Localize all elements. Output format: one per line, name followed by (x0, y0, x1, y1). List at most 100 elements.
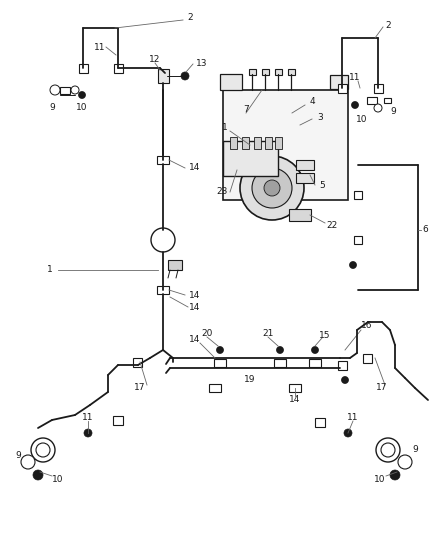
Text: 4: 4 (309, 98, 315, 107)
Bar (354, 191, 362, 199)
Bar (254, 137, 261, 149)
Text: 10: 10 (76, 102, 88, 111)
Text: 2: 2 (187, 13, 193, 22)
Circle shape (36, 443, 50, 457)
Text: 1: 1 (222, 124, 228, 133)
Bar (157, 286, 169, 294)
Bar (374, 84, 382, 93)
Text: 5: 5 (319, 181, 325, 190)
Circle shape (151, 228, 175, 252)
Bar (209, 384, 221, 392)
Circle shape (78, 92, 85, 99)
Bar (287, 69, 294, 75)
Bar (289, 384, 301, 392)
Text: 9: 9 (412, 446, 418, 455)
Bar (315, 417, 325, 426)
Circle shape (342, 376, 349, 384)
Text: 12: 12 (149, 55, 161, 64)
Bar (289, 209, 311, 221)
Bar (261, 69, 268, 75)
Bar (214, 359, 226, 367)
Text: 14: 14 (290, 395, 301, 405)
Text: 10: 10 (374, 475, 386, 484)
Circle shape (350, 262, 357, 269)
Bar (168, 260, 182, 270)
Bar (275, 69, 282, 75)
Text: 16: 16 (361, 320, 373, 329)
Bar (113, 416, 123, 424)
Bar (157, 156, 169, 164)
Text: 11: 11 (82, 414, 94, 423)
Circle shape (240, 156, 304, 220)
Text: 7: 7 (243, 106, 249, 115)
Circle shape (398, 455, 412, 469)
Circle shape (71, 86, 79, 94)
Text: 15: 15 (319, 330, 331, 340)
Circle shape (264, 180, 280, 196)
Text: 10: 10 (356, 116, 368, 125)
Bar (296, 173, 314, 183)
Circle shape (31, 438, 55, 462)
Circle shape (216, 346, 223, 353)
Bar (367, 96, 377, 103)
Bar (78, 63, 88, 72)
Text: 13: 13 (196, 59, 208, 68)
Text: 19: 19 (244, 376, 256, 384)
Circle shape (252, 168, 292, 208)
Text: 3: 3 (317, 114, 323, 123)
Bar (265, 137, 272, 149)
Bar (60, 86, 70, 93)
Text: 17: 17 (134, 384, 146, 392)
Bar (248, 69, 255, 75)
Text: 9: 9 (390, 108, 396, 117)
Text: 11: 11 (349, 74, 361, 83)
Bar (309, 359, 321, 367)
Circle shape (21, 455, 35, 469)
Bar (338, 360, 346, 369)
Bar (241, 137, 248, 149)
Text: 14: 14 (189, 164, 201, 173)
Circle shape (276, 346, 283, 353)
Text: 20: 20 (201, 328, 213, 337)
Bar (133, 358, 141, 367)
Circle shape (390, 470, 400, 480)
Bar (363, 353, 371, 362)
Bar (354, 236, 362, 244)
Bar (158, 69, 169, 83)
Circle shape (50, 85, 60, 95)
Text: 17: 17 (376, 384, 388, 392)
Bar (220, 74, 242, 90)
Circle shape (181, 72, 189, 80)
Bar (223, 141, 278, 175)
Text: 6: 6 (422, 225, 428, 235)
Text: 10: 10 (52, 475, 64, 484)
Text: 11: 11 (347, 414, 359, 423)
Circle shape (374, 104, 382, 112)
Text: 14: 14 (189, 290, 201, 300)
Bar (275, 137, 282, 149)
Bar (384, 98, 391, 102)
Circle shape (352, 101, 358, 109)
Text: 9: 9 (15, 450, 21, 459)
Circle shape (84, 429, 92, 437)
Bar (338, 84, 346, 93)
Text: 11: 11 (94, 43, 106, 52)
Circle shape (344, 429, 352, 437)
Circle shape (33, 470, 43, 480)
Circle shape (381, 443, 395, 457)
Bar (230, 137, 237, 149)
Text: 1: 1 (47, 265, 53, 274)
Text: 21: 21 (262, 328, 274, 337)
Circle shape (311, 346, 318, 353)
Circle shape (376, 438, 400, 462)
Bar (274, 359, 286, 367)
Bar (330, 75, 348, 89)
Text: 23: 23 (216, 188, 228, 197)
Text: 14: 14 (189, 303, 201, 311)
Text: 9: 9 (49, 102, 55, 111)
Text: 2: 2 (385, 20, 391, 29)
Bar (223, 90, 347, 200)
Bar (296, 160, 314, 170)
Bar (113, 63, 123, 72)
Text: 22: 22 (326, 221, 338, 230)
